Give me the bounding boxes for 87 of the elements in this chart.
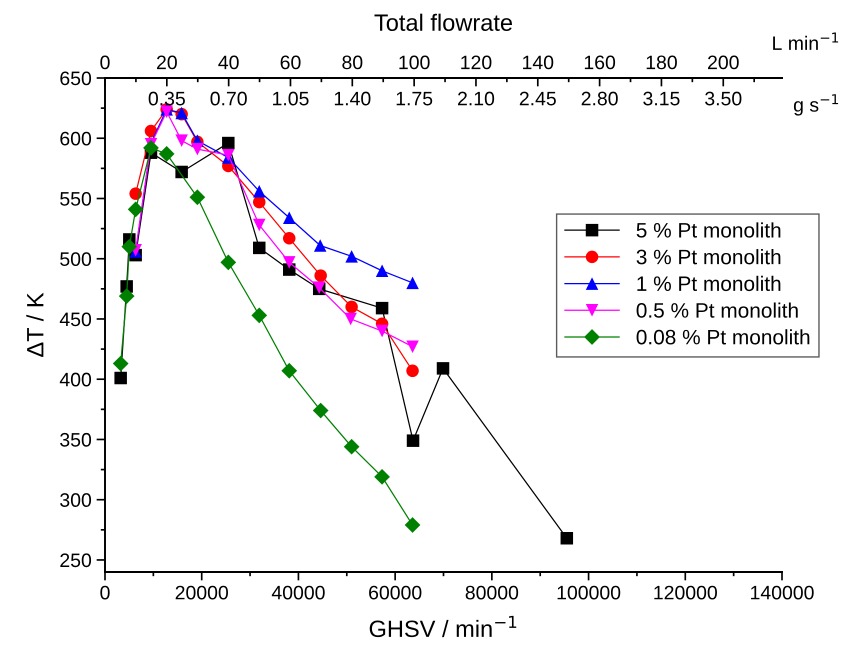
point [560, 532, 574, 545]
point [191, 142, 204, 156]
y-tick-label: 600 [60, 132, 92, 146]
point [253, 185, 266, 198]
legend-label: 5 % Pt monolith [636, 222, 780, 238]
point [345, 250, 358, 263]
legend-label: 1 % Pt monolith [637, 276, 780, 292]
x-tick-label: 100000 [558, 586, 620, 600]
y-tick-label: 450 [60, 312, 92, 326]
x2-tick-label: 120 [461, 56, 492, 70]
x-tick-label: 20000 [176, 586, 228, 600]
x2-tick-label: 140 [523, 56, 554, 70]
y-tick-label: 350 [60, 432, 92, 447]
point [314, 239, 326, 252]
point [282, 256, 296, 269]
point [376, 302, 388, 314]
x2-tick-label: 100 [399, 56, 430, 70]
x2-tick-label: 160 [584, 56, 616, 70]
point [406, 434, 420, 447]
y-tick-label: 500 [60, 252, 92, 266]
x2-tick-label: 80 [342, 56, 362, 70]
point [251, 308, 268, 324]
chart-title: Total flowrate [374, 14, 512, 32]
x2-tick-label: 0 [100, 56, 110, 70]
x-tick-label: 60000 [369, 586, 422, 600]
annotation: 0.35 [148, 92, 185, 106]
point [374, 468, 390, 485]
point [158, 146, 175, 162]
legend-label: 0.08 % Pt monolith [636, 329, 810, 344]
x2-tick-label: 40 [218, 56, 239, 70]
point [121, 238, 138, 255]
annotation: 3.50 [705, 92, 742, 106]
x-tick-label: 40000 [272, 586, 325, 600]
annotation: 1.75 [396, 92, 432, 106]
legend-label: 3 % Pt monolith [636, 249, 780, 264]
point [114, 372, 127, 384]
x2-tick-label: 60 [280, 56, 301, 70]
point [345, 300, 358, 314]
y-tick-label: 250 [60, 553, 92, 568]
y-tick-label: 550 [60, 192, 92, 206]
y-tick-label: 400 [60, 372, 92, 386]
x-tick-label: 0 [100, 586, 110, 600]
y-tick-label: 650 [60, 71, 92, 86]
text: g s$^{−1}$ [794, 94, 838, 116]
point [344, 438, 360, 455]
point [220, 254, 236, 270]
x2-tick-label: 180 [646, 56, 677, 70]
point [253, 218, 266, 232]
annotation: 0.70 [210, 92, 247, 106]
point [406, 340, 419, 353]
x-axis-title: GHSV / min$^{−1}$ [370, 616, 516, 638]
x2-tick-label: 20 [156, 56, 177, 70]
point [406, 276, 419, 290]
annotation: 2.10 [458, 92, 494, 106]
point [118, 288, 135, 304]
x2-tick-label: 200 [708, 56, 739, 70]
annotation: 1.05 [273, 92, 309, 106]
x-tick-label: 140000 [751, 586, 814, 600]
y-axis-title: ΔT / K [26, 292, 44, 357]
point [222, 136, 235, 150]
point [222, 148, 235, 162]
point [190, 189, 206, 206]
annotation: 2.45 [520, 92, 556, 106]
point [376, 324, 388, 338]
point [404, 517, 420, 533]
x2-axis-title: L min$^{−1}$ [773, 32, 838, 50]
annotation: 3.15 [643, 92, 680, 106]
point [281, 362, 298, 379]
point [314, 269, 327, 282]
x-tick-label: 120000 [654, 586, 717, 600]
point [436, 362, 450, 375]
annotation: 1.40 [334, 92, 370, 106]
x-tick-label: 80000 [466, 586, 518, 600]
point [376, 264, 388, 278]
point [312, 402, 329, 418]
annotation: 2.80 [582, 92, 618, 106]
point [253, 242, 266, 254]
point [344, 312, 357, 326]
point [112, 356, 129, 372]
point [282, 212, 296, 224]
point [143, 140, 159, 156]
legend-label: 0.5 % Pt monolith [636, 302, 798, 318]
y-tick-label: 300 [60, 493, 92, 507]
point [406, 364, 419, 378]
point [128, 201, 144, 218]
point [282, 232, 296, 244]
point [175, 134, 188, 147]
